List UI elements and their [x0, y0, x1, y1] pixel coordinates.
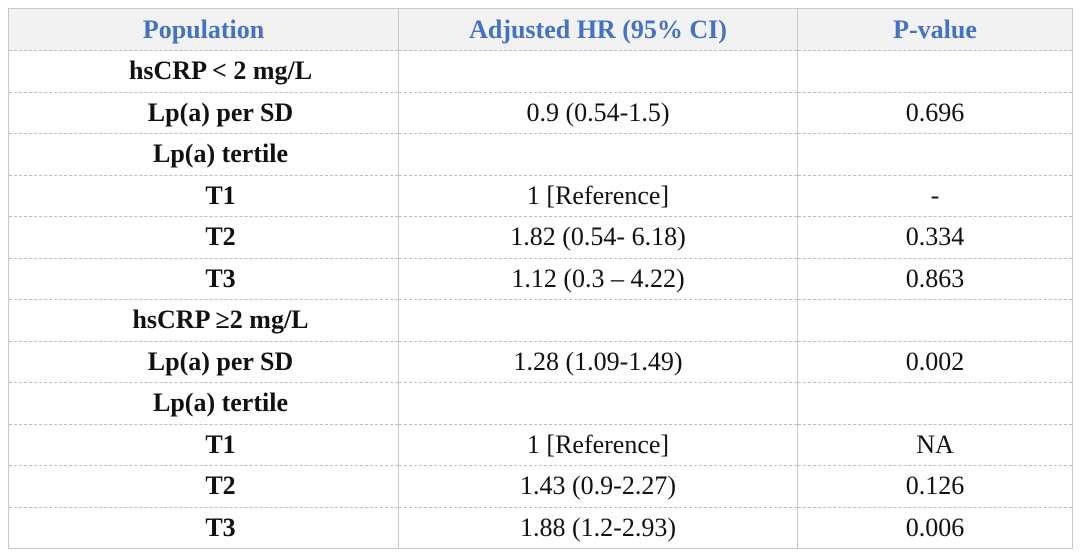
table-row: T1 1 [Reference] - — [8, 175, 1073, 217]
cell — [797, 299, 1073, 342]
cell: 1.28 (1.09-1.49) — [398, 341, 798, 383]
row-label: T1 — [8, 424, 399, 466]
cell: 0.126 — [797, 465, 1073, 508]
row-label: T2 — [8, 216, 399, 259]
table-head: Population Adjusted HR (95% CI) P-value — [8, 8, 1073, 51]
table-row: Lp(a) tertile — [8, 382, 1073, 425]
row-label: T1 — [8, 175, 399, 217]
results-table: Population Adjusted HR (95% CI) P-value … — [8, 8, 1073, 549]
table-row: T2 1.43 (0.9-2.27) 0.126 — [8, 465, 1073, 508]
cell: 1 [Reference] — [398, 175, 798, 217]
cell: 0.9 (0.54-1.5) — [398, 92, 798, 134]
cell: 0.334 — [797, 216, 1073, 259]
row-label: T2 — [8, 465, 399, 508]
header-cell: Adjusted HR (95% CI) — [398, 8, 798, 51]
table-row: hsCRP < 2 mg/L — [8, 50, 1073, 93]
row-label: Lp(a) per SD — [8, 92, 399, 134]
table-row: Lp(a) tertile — [8, 133, 1073, 176]
cell — [398, 382, 798, 425]
cell: 1.82 (0.54- 6.18) — [398, 216, 798, 259]
cell — [398, 299, 798, 342]
cell: 1 [Reference] — [398, 424, 798, 466]
cell: NA — [797, 424, 1073, 466]
cell: 0.863 — [797, 258, 1073, 300]
header-cell: P-value — [797, 8, 1073, 51]
table-row: Lp(a) per SD 1.28 (1.09-1.49) 0.002 — [8, 341, 1073, 383]
table-row: hsCRP ≥2 mg/L — [8, 299, 1073, 342]
row-label: Lp(a) tertile — [8, 382, 399, 425]
row-label: Lp(a) per SD — [8, 341, 399, 383]
table-row: T1 1 [Reference] NA — [8, 424, 1073, 466]
cell — [797, 50, 1073, 93]
table-row: Lp(a) per SD 0.9 (0.54-1.5) 0.696 — [8, 92, 1073, 134]
row-label: Lp(a) tertile — [8, 133, 399, 176]
cell — [398, 133, 798, 176]
row-label: T3 — [8, 258, 399, 300]
table-row: T3 1.12 (0.3 – 4.22) 0.863 — [8, 258, 1073, 300]
header-row: Population Adjusted HR (95% CI) P-value — [8, 8, 1073, 51]
table-wrapper: Population Adjusted HR (95% CI) P-value … — [8, 8, 1073, 549]
cell: 1.88 (1.2-2.93) — [398, 507, 798, 549]
cell: 0.006 — [797, 507, 1073, 549]
cell: - — [797, 175, 1073, 217]
table-row: T2 1.82 (0.54- 6.18) 0.334 — [8, 216, 1073, 259]
row-label: T3 — [8, 507, 399, 549]
cell: 0.002 — [797, 341, 1073, 383]
row-label: hsCRP < 2 mg/L — [8, 50, 399, 93]
cell: 1.12 (0.3 – 4.22) — [398, 258, 798, 300]
cell — [797, 382, 1073, 425]
cell — [398, 50, 798, 93]
header-cell: Population — [8, 8, 399, 51]
cell: 1.43 (0.9-2.27) — [398, 465, 798, 508]
cell: 0.696 — [797, 92, 1073, 134]
table-body: hsCRP < 2 mg/L Lp(a) per SD 0.9 (0.54-1.5)… — [8, 50, 1073, 549]
cell — [797, 133, 1073, 176]
table-row: T3 1.88 (1.2-2.93) 0.006 — [8, 507, 1073, 549]
row-label: hsCRP ≥2 mg/L — [8, 299, 399, 342]
